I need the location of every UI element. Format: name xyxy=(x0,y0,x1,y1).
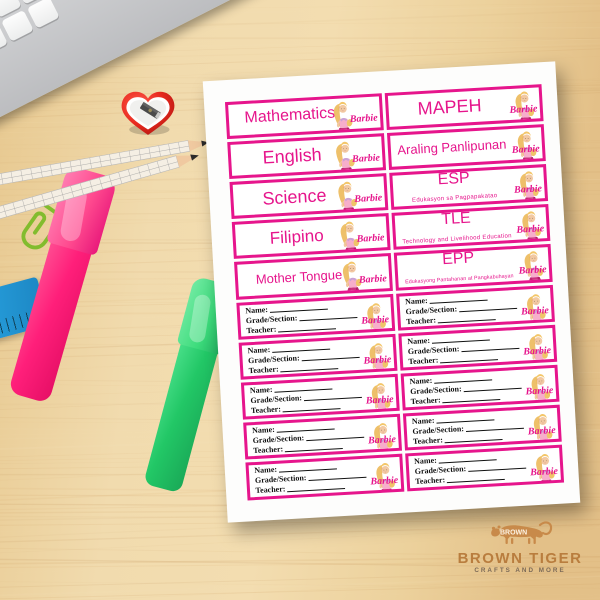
svg-text:BROWN: BROWN xyxy=(500,530,527,537)
